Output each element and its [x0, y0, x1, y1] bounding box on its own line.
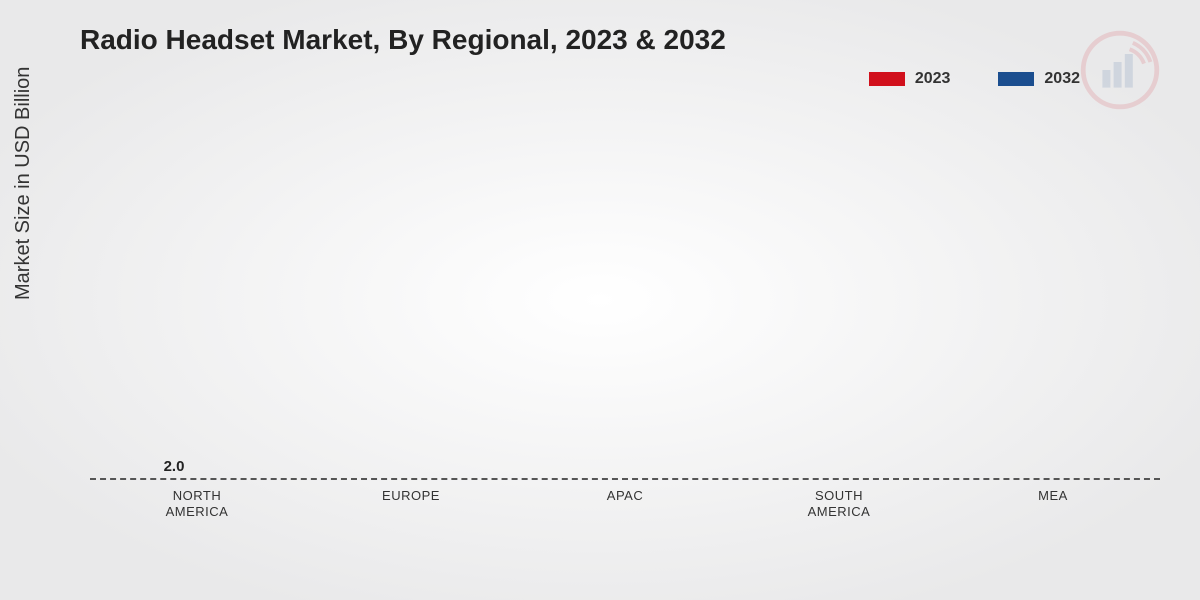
- x-axis-label: APAC: [565, 482, 685, 520]
- legend-label-2023: 2023: [915, 70, 951, 88]
- x-axis-label: NORTHAMERICA: [137, 482, 257, 520]
- legend-item-2023: 2023: [869, 70, 951, 88]
- plot-area: 2.0 NORTHAMERICA EUROPE APAC SOUTHAMERICA ME…: [90, 130, 1160, 520]
- legend: 2023 2032: [869, 70, 1080, 88]
- x-axis-label: EUROPE: [351, 482, 471, 520]
- legend-item-2032: 2032: [998, 70, 1080, 88]
- x-axis-baseline: [90, 478, 1160, 480]
- x-axis-labels: NORTHAMERICA EUROPE APAC SOUTHAMERICA MEA: [90, 482, 1160, 520]
- bar-value-label: 2.0: [164, 458, 185, 475]
- legend-swatch-2032: [998, 72, 1034, 86]
- watermark-logo-icon: [1080, 30, 1160, 110]
- legend-label-2032: 2032: [1044, 70, 1080, 88]
- chart-title: Radio Headset Market, By Regional, 2023 …: [80, 24, 726, 56]
- bar-groups: 2.0: [90, 130, 1160, 480]
- y-axis-label: Market Size in USD Billion: [12, 67, 35, 300]
- x-axis-label: SOUTHAMERICA: [779, 482, 899, 520]
- x-axis-label: MEA: [993, 482, 1113, 520]
- legend-swatch-2023: [869, 72, 905, 86]
